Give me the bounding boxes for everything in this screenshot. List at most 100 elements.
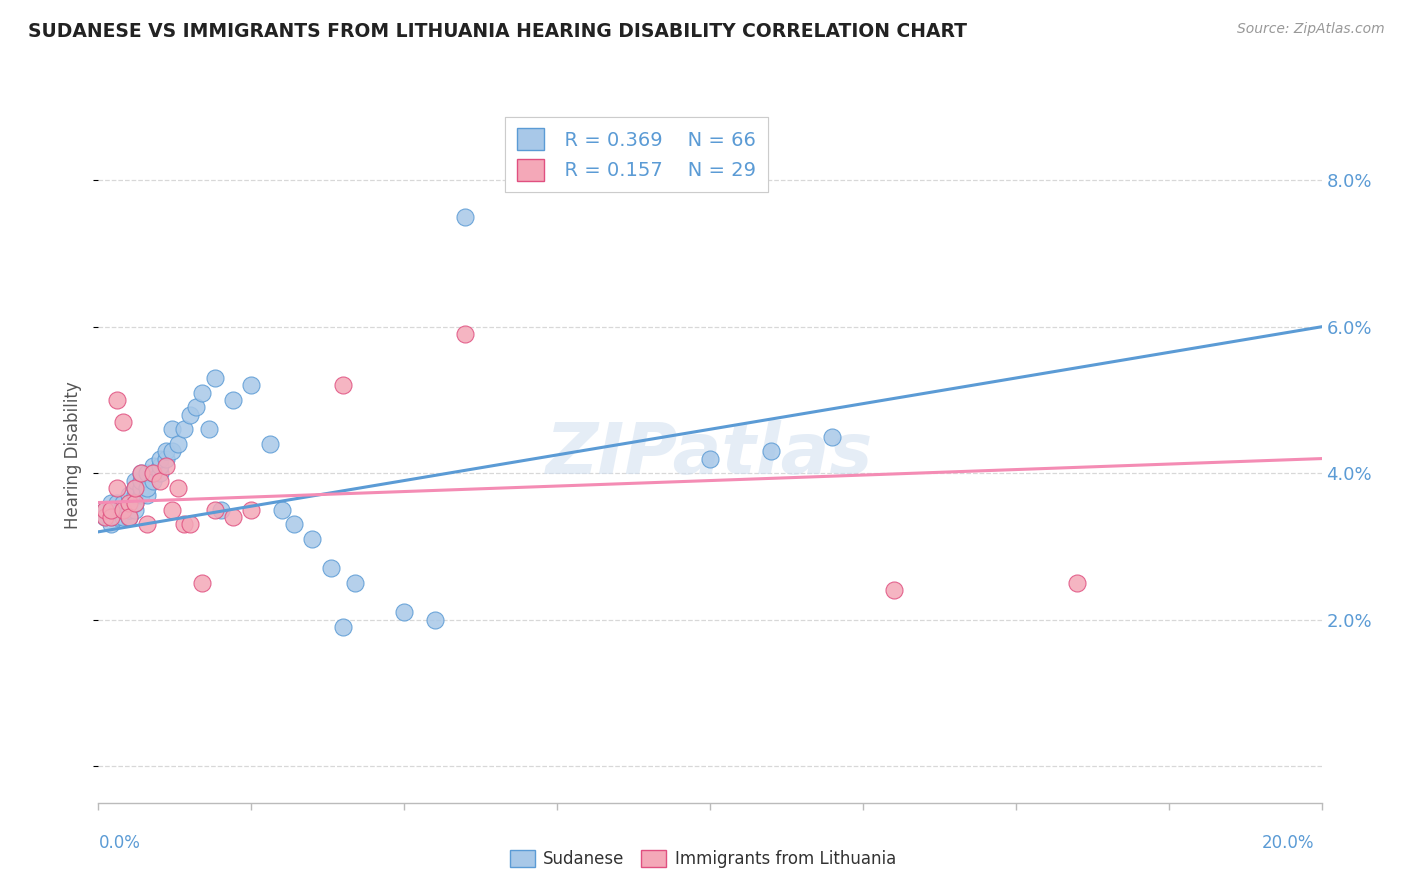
Legend: Sudanese, Immigrants from Lithuania: Sudanese, Immigrants from Lithuania xyxy=(503,843,903,875)
Point xyxy=(111,503,134,517)
Point xyxy=(392,606,416,620)
Point xyxy=(149,458,172,473)
Point xyxy=(319,561,342,575)
Point xyxy=(105,392,128,407)
Point xyxy=(136,481,159,495)
Point xyxy=(100,495,122,509)
Point xyxy=(118,510,141,524)
Point xyxy=(149,451,172,466)
Point xyxy=(699,451,721,466)
Point xyxy=(129,488,152,502)
Point xyxy=(821,429,844,443)
Point xyxy=(142,467,165,481)
Point xyxy=(344,576,367,591)
Point xyxy=(186,401,208,415)
Point xyxy=(179,408,201,422)
Point xyxy=(423,613,446,627)
Point xyxy=(118,503,141,517)
Point xyxy=(155,458,177,473)
Point xyxy=(93,510,115,524)
Point xyxy=(100,503,122,517)
Point xyxy=(105,510,128,524)
Point xyxy=(209,503,232,517)
Point xyxy=(167,481,190,495)
Text: SUDANESE VS IMMIGRANTS FROM LITHUANIA HEARING DISABILITY CORRELATION CHART: SUDANESE VS IMMIGRANTS FROM LITHUANIA HE… xyxy=(28,22,967,41)
Point xyxy=(129,467,152,481)
Point xyxy=(93,503,115,517)
Point xyxy=(124,481,146,495)
Point xyxy=(240,503,263,517)
Point xyxy=(129,474,152,488)
Point xyxy=(124,495,146,509)
Point xyxy=(129,481,152,495)
Point xyxy=(93,510,115,524)
Point xyxy=(105,503,128,517)
Point xyxy=(173,422,195,436)
Text: ZIPatlas: ZIPatlas xyxy=(547,420,873,490)
Point xyxy=(136,467,159,481)
Point xyxy=(118,503,141,517)
Point xyxy=(301,532,323,546)
Point xyxy=(155,451,177,466)
Point xyxy=(129,467,152,481)
Point xyxy=(1066,576,1088,591)
Point xyxy=(100,510,122,524)
Text: 20.0%: 20.0% xyxy=(1263,834,1315,852)
Point xyxy=(204,371,226,385)
Y-axis label: Hearing Disability: Hearing Disability xyxy=(65,381,83,529)
Point xyxy=(100,510,122,524)
Point xyxy=(105,481,128,495)
Point xyxy=(136,517,159,532)
Point xyxy=(454,210,477,224)
Point xyxy=(332,378,354,392)
Point xyxy=(111,503,134,517)
Point xyxy=(197,422,219,436)
Point xyxy=(142,474,165,488)
Point xyxy=(142,467,165,481)
Point xyxy=(160,444,183,458)
Point xyxy=(454,327,477,342)
Point xyxy=(118,510,141,524)
Point xyxy=(759,444,782,458)
Point xyxy=(883,583,905,598)
Point xyxy=(111,415,134,429)
Point xyxy=(259,437,281,451)
Point xyxy=(118,495,141,509)
Point xyxy=(111,510,134,524)
Point xyxy=(124,488,146,502)
Point xyxy=(124,503,146,517)
Point xyxy=(93,503,115,517)
Point xyxy=(191,576,214,591)
Point xyxy=(118,510,141,524)
Point xyxy=(93,510,115,524)
Point xyxy=(160,422,183,436)
Point xyxy=(240,378,263,392)
Point xyxy=(204,503,226,517)
Point xyxy=(105,510,128,524)
Point xyxy=(136,488,159,502)
Point xyxy=(222,392,245,407)
Point xyxy=(124,495,146,509)
Point xyxy=(332,620,354,634)
Point xyxy=(149,467,172,481)
Point xyxy=(118,488,141,502)
Point xyxy=(283,517,305,532)
Point xyxy=(124,481,146,495)
Text: 0.0%: 0.0% xyxy=(98,834,141,852)
Point xyxy=(222,510,245,524)
Point xyxy=(100,517,122,532)
Point xyxy=(167,437,190,451)
Point xyxy=(149,474,172,488)
Text: Source: ZipAtlas.com: Source: ZipAtlas.com xyxy=(1237,22,1385,37)
Point xyxy=(100,510,122,524)
Point xyxy=(124,474,146,488)
Point xyxy=(179,517,201,532)
Point xyxy=(191,385,214,400)
Point xyxy=(142,458,165,473)
Point xyxy=(111,495,134,509)
Point xyxy=(173,517,195,532)
Point xyxy=(111,503,134,517)
Point xyxy=(105,495,128,509)
Point xyxy=(118,495,141,509)
Point xyxy=(270,503,292,517)
